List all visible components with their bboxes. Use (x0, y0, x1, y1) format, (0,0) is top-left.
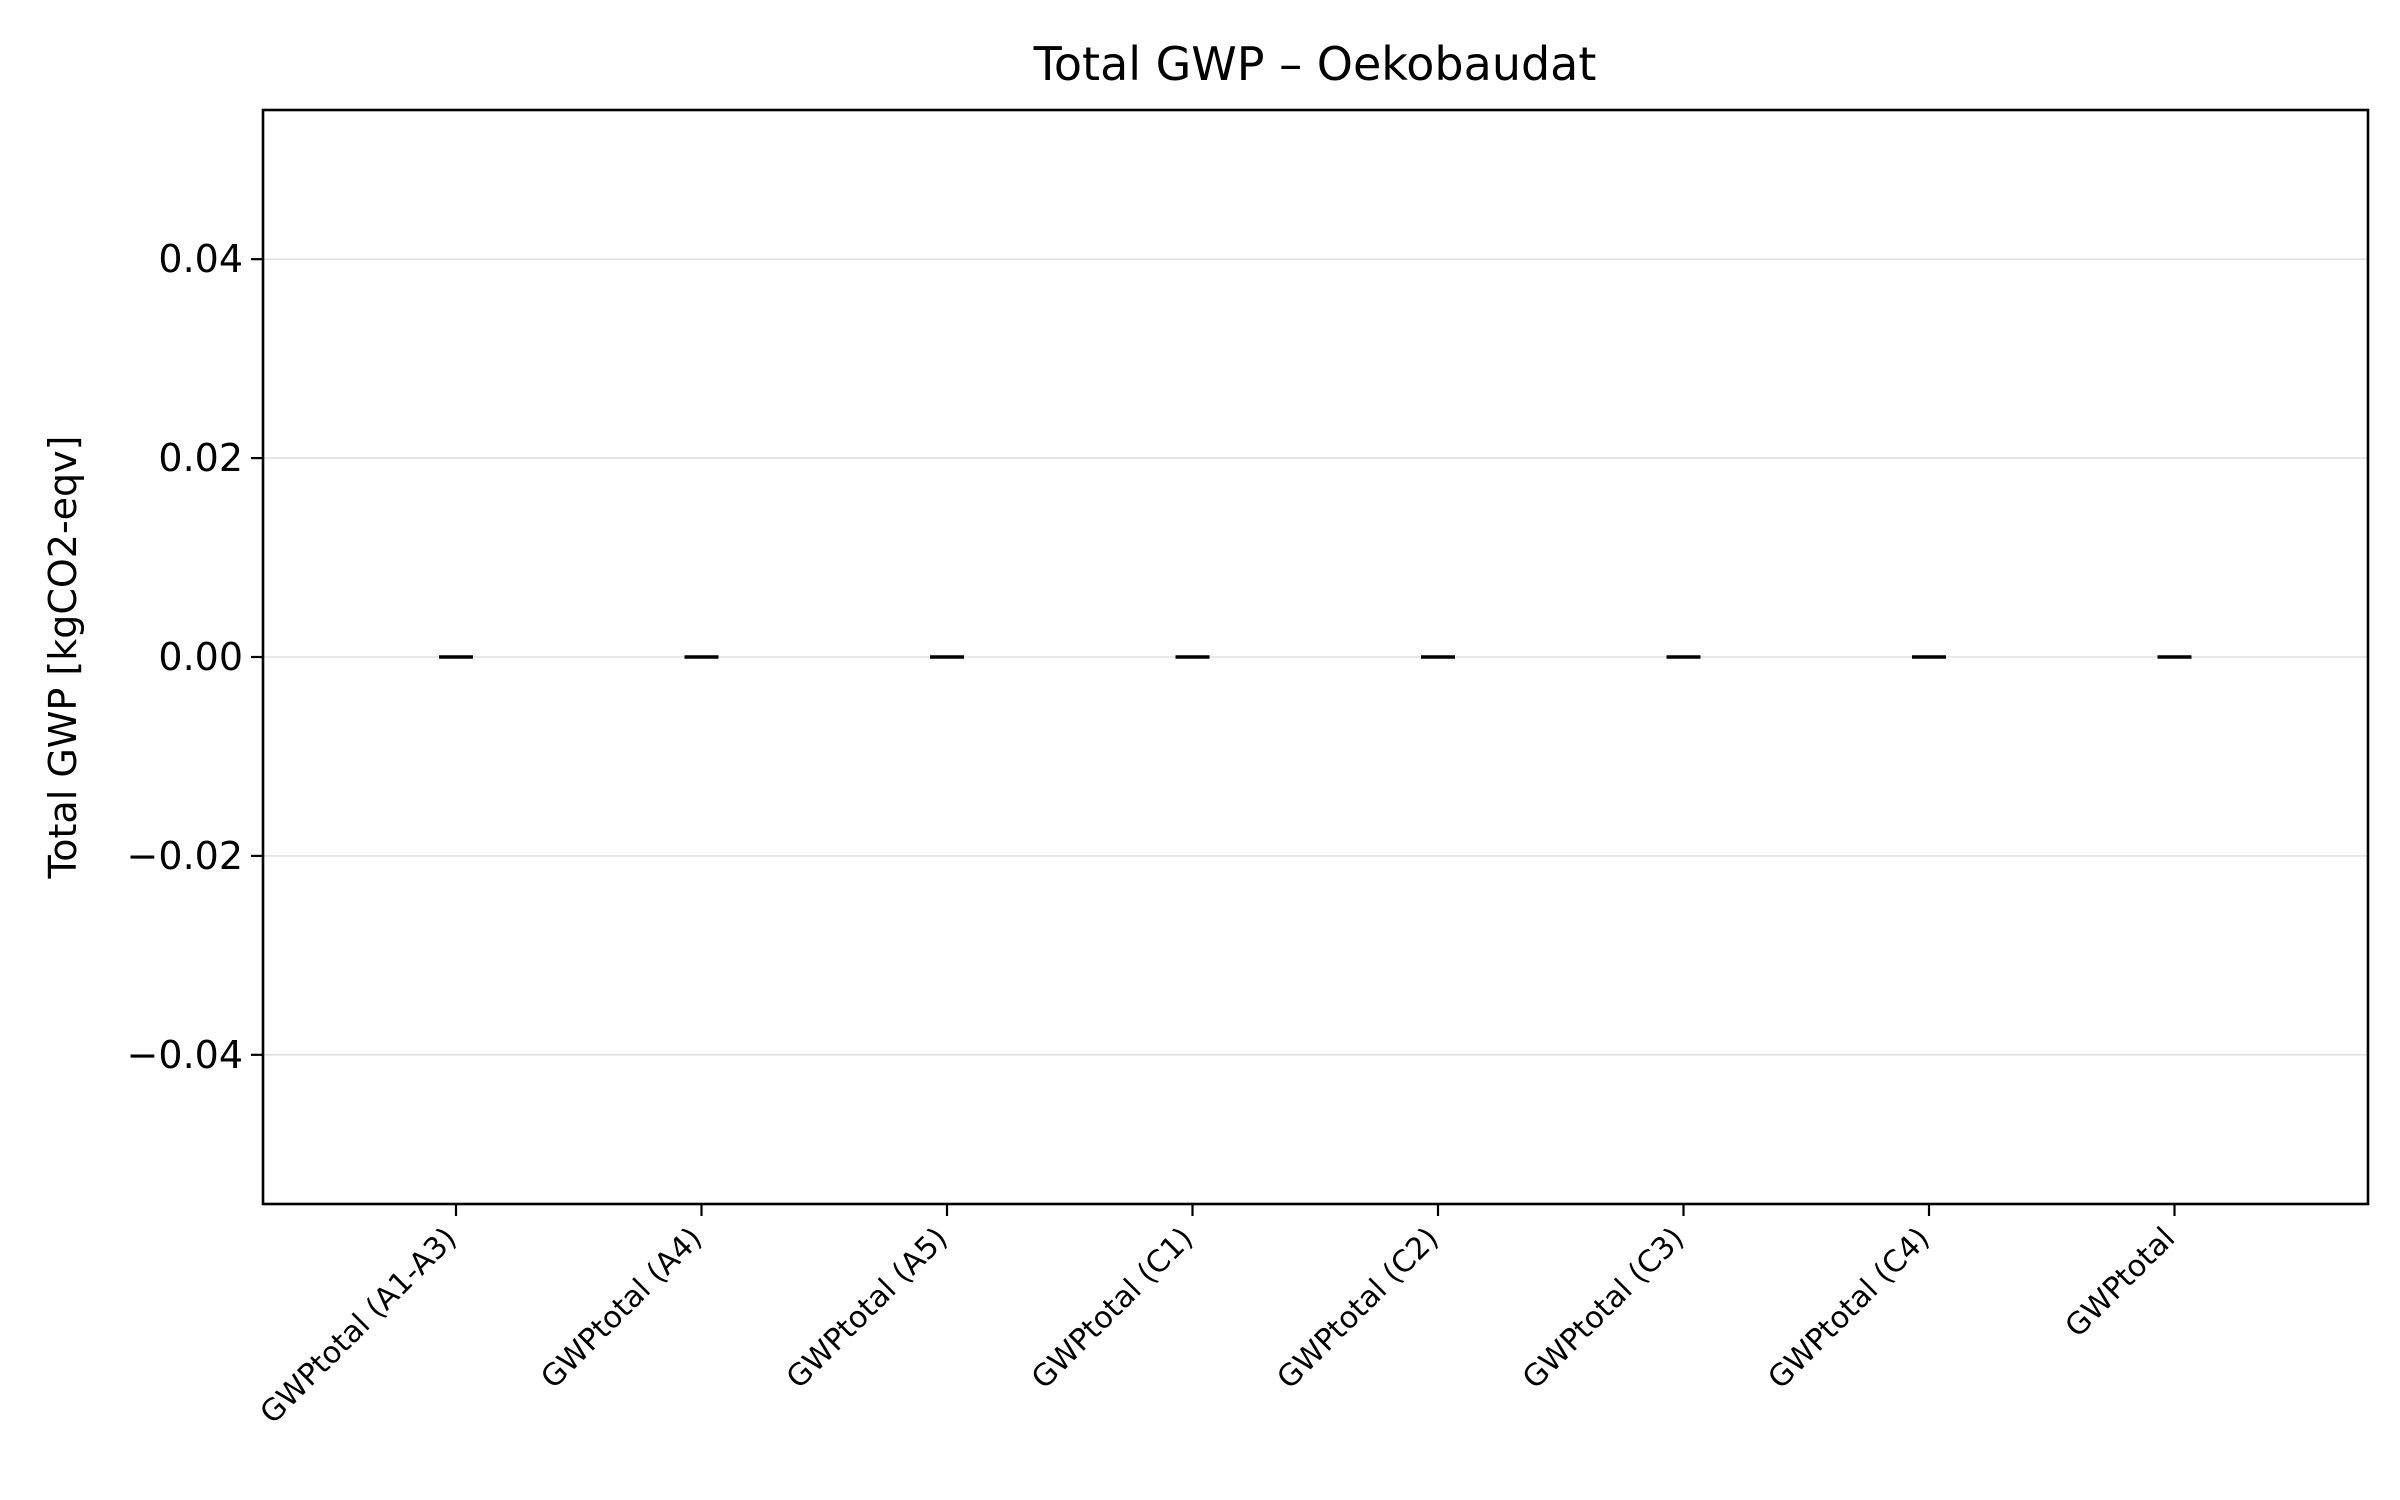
y-tick-label: −0.02 (127, 834, 243, 878)
chart-title: Total GWP – Oekobaudat (1033, 37, 1597, 91)
y-tick-label: 0.02 (158, 436, 243, 480)
y-tick-label: 0.00 (158, 635, 243, 679)
y-axis-label: Total GWP [kgCO2-eqv] (41, 436, 85, 880)
grid-layer (263, 258, 2368, 1056)
y-tick-label: −0.04 (127, 1033, 243, 1077)
y-tick-label: 0.04 (158, 237, 243, 281)
